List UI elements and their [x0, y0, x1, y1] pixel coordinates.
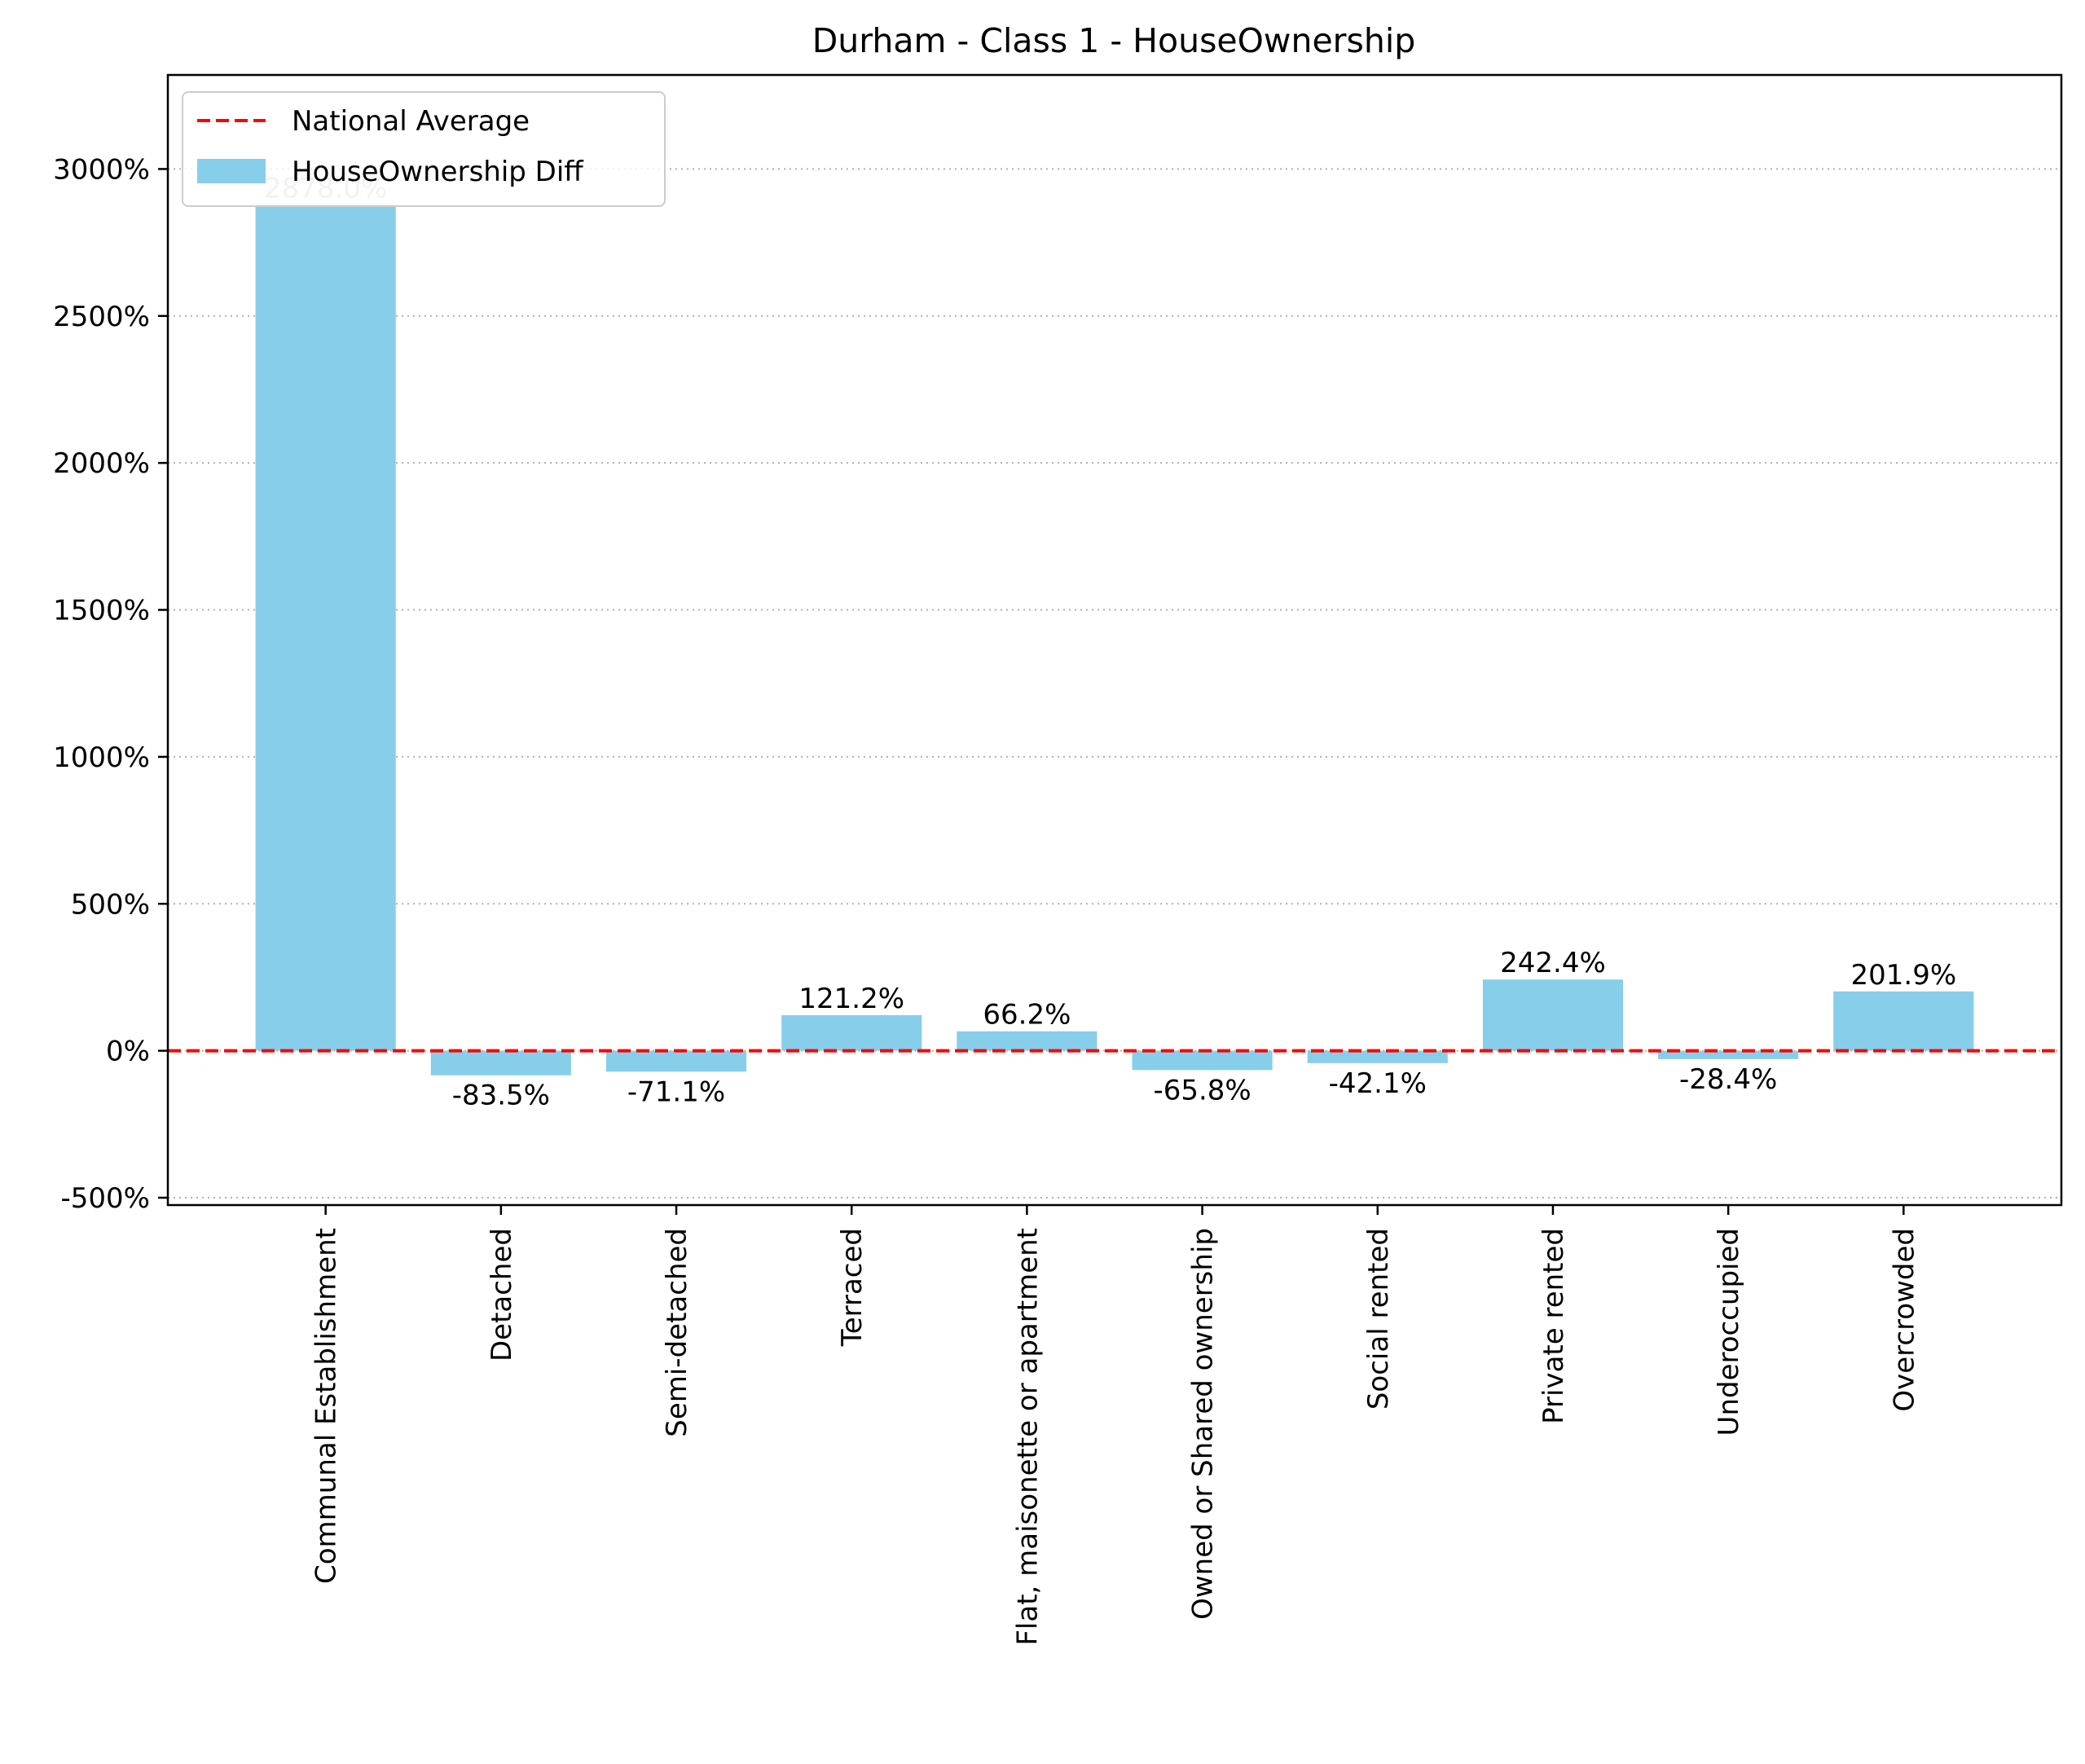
y-tick-label: 0%: [106, 1036, 150, 1068]
legend-label-diff: HouseOwnership Diff: [292, 156, 584, 188]
bar-value-label-7: 242.4%: [1500, 947, 1606, 979]
bar-7: [1482, 979, 1624, 1051]
x-tick-label: Communal Establishment: [310, 1228, 343, 1584]
legend-label-national-average: National Average: [292, 105, 530, 138]
y-tick-label: 3000%: [53, 153, 150, 186]
x-tick-label: Private rented: [1537, 1228, 1570, 1424]
bar-value-label-8: -28.4%: [1679, 1063, 1777, 1096]
x-tick-label: Owned or Shared ownership: [1187, 1228, 1220, 1620]
bar-2: [605, 1050, 747, 1072]
y-tick-label: 2500%: [53, 301, 150, 333]
legend: National Average HouseOwnership Diff: [182, 91, 666, 207]
axes-layer: -500% 0% 500% 1000% 1500% 2000% 2500% 3000% Comm…: [53, 73, 2063, 1646]
bar-value-label-4: 66.2%: [983, 999, 1071, 1032]
bar-8: [1658, 1050, 1799, 1059]
bar-value-label-1: -83.5%: [452, 1080, 550, 1112]
chart-title: Durham - Class 1 - HouseOwnership: [812, 21, 1416, 60]
bars-layer: [255, 205, 1974, 1076]
legend-box: [182, 91, 666, 207]
bar-value-label-9: 201.9%: [1851, 959, 1957, 992]
bar-3: [781, 1014, 922, 1051]
bar-9: [1833, 991, 1974, 1051]
x-tick-label: Semi-detached: [661, 1228, 693, 1437]
bar-1: [430, 1050, 571, 1076]
x-tick-label: Overcrowded: [1888, 1228, 1920, 1412]
x-tick-label: Terraced: [836, 1228, 869, 1347]
x-tick-label: Social rented: [1362, 1228, 1395, 1410]
x-tick-label: Flat, maisonette or apartment: [1011, 1228, 1044, 1646]
y-tick-label: 500%: [71, 888, 150, 921]
x-tick-label: Underoccupied: [1713, 1228, 1745, 1436]
legend-swatch-diff: [197, 159, 266, 183]
y-tick-label: 1500%: [53, 595, 150, 627]
bar-value-label-2: -71.1%: [627, 1076, 725, 1108]
bar-value-label-5: -65.8%: [1153, 1074, 1251, 1106]
bar-4: [957, 1031, 1097, 1051]
bar-6: [1307, 1050, 1448, 1063]
bar-value-label-6: -42.1%: [1329, 1067, 1427, 1100]
plot-frame: [166, 73, 2063, 1207]
bar-5: [1132, 1050, 1273, 1071]
x-tick-label: Detached: [486, 1228, 518, 1361]
y-tick-label: -500%: [61, 1182, 150, 1215]
bar-0: [255, 205, 396, 1051]
y-tick-label: 1000%: [53, 741, 150, 774]
y-tick-label: 2000%: [53, 447, 150, 480]
bar-value-label-3: 121.2%: [798, 983, 904, 1015]
